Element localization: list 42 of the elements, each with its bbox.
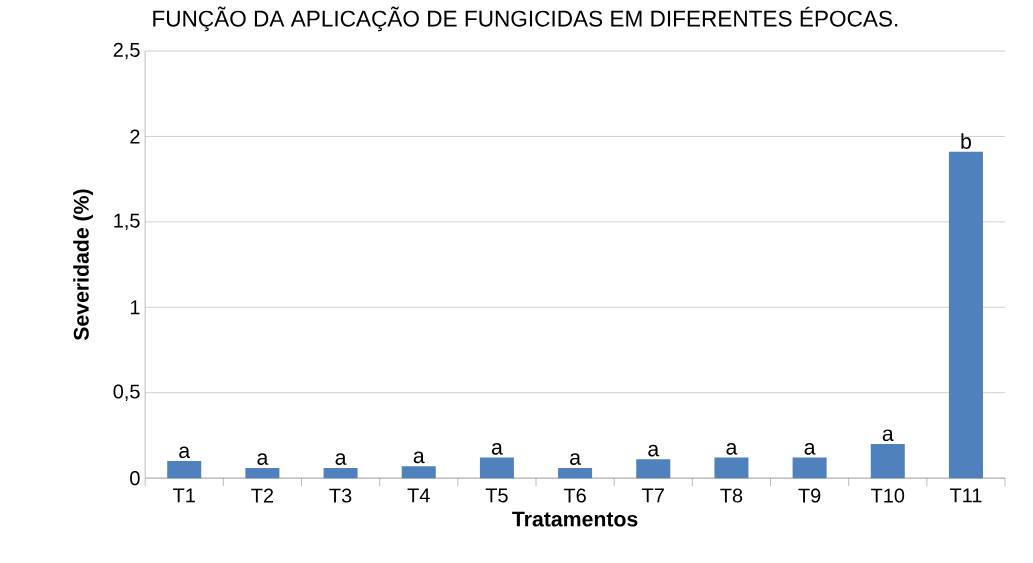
x-tick-label: T11 [949, 488, 982, 503]
bar [245, 467, 280, 479]
annotation: a [882, 429, 894, 441]
chart-title: FUNÇÃO DA APLICAÇÃO DE FUNGICIDAS EM DIFERENTES ÉPOCAS. [153, 6, 898, 32]
bar [323, 467, 358, 479]
x-tick-label: T4 [407, 488, 430, 503]
bar [401, 466, 436, 479]
annotation: b [961, 133, 971, 149]
y-tick-label: 1 [130, 300, 140, 315]
annotation: a [491, 442, 503, 455]
x-tick-label: T7 [642, 488, 664, 503]
y-tick-label: 2,5 [113, 42, 140, 60]
x-tick-label: T1 [173, 488, 195, 503]
x-axis-title: Tratamentos [512, 511, 638, 527]
x-tick-label: T5 [485, 488, 508, 503]
annotation: a [257, 453, 269, 465]
annotation: a [335, 453, 347, 465]
annotation: a [413, 451, 425, 464]
bar [167, 460, 202, 479]
y-tick-label: 2 [130, 129, 140, 144]
y-tick-label: 0 [130, 470, 140, 486]
y-tick-label: 1,5 [114, 213, 140, 230]
bar [479, 457, 514, 479]
y-axis-title: Severidade (%) [73, 189, 94, 341]
x-tick-label: T3 [329, 488, 352, 503]
y-tick-label: 0,5 [113, 384, 140, 401]
bar [714, 457, 749, 479]
x-tick-label: T10 [871, 488, 905, 503]
annotation: a [804, 442, 816, 455]
x-tick-label: T6 [563, 488, 586, 503]
bar [948, 151, 983, 479]
x-tick-label: T9 [798, 488, 821, 503]
bar [792, 457, 827, 479]
x-tick-label: T2 [251, 488, 274, 503]
bar [870, 443, 905, 479]
bar [558, 467, 593, 479]
annotation: a [648, 444, 660, 457]
annotation: a [179, 446, 191, 459]
bar [636, 459, 671, 479]
annotation: a [726, 442, 738, 455]
annotation: a [570, 453, 581, 465]
x-tick-label: T8 [720, 488, 743, 503]
